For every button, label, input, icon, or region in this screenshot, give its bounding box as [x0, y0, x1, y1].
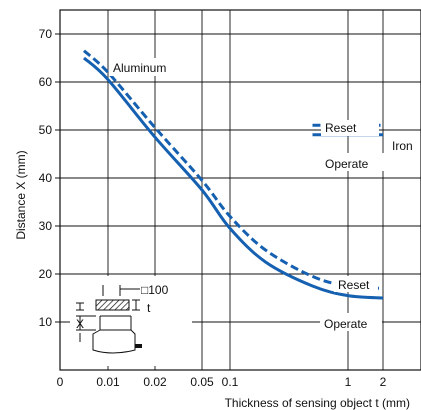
- x-tick-label: 0: [57, 375, 64, 389]
- annotation-aluminum: Aluminum: [113, 61, 166, 75]
- sensing-object-icon: [96, 300, 129, 310]
- y-tick-label: 70: [39, 27, 53, 41]
- x-tick-label: 0.1: [222, 375, 239, 389]
- x-tick-label: 2: [380, 375, 387, 389]
- label-iron-operate: Operate: [325, 157, 369, 171]
- series-layer: [84, 51, 383, 298]
- y-tick-label: 50: [39, 123, 53, 137]
- label-object-size: □100: [141, 283, 169, 297]
- x-tick-label: 0.02: [143, 375, 167, 389]
- sensing-object-diagram: □100 t X: [70, 276, 192, 366]
- x-axis-title: Thickness of sensing object t (mm): [225, 396, 410, 410]
- y-tick-label: 20: [39, 267, 53, 281]
- y-axis-ticks: 10 20 30 40 50 60 70: [39, 27, 60, 329]
- label-aluminum-operate: Operate: [324, 317, 368, 331]
- label-iron-reset: Reset: [325, 121, 357, 135]
- label-aluminum-reset: Reset: [338, 278, 370, 292]
- y-axis-title: Distance X (mm): [14, 150, 28, 239]
- y-tick-label: 10: [39, 315, 53, 329]
- annotation-iron: Iron: [392, 139, 413, 153]
- y-tick-label: 30: [39, 219, 53, 233]
- x-tick-label: 0.05: [190, 375, 214, 389]
- x-axis-ticks: 0 0.01 0.02 0.05 0.1 1 2: [57, 375, 387, 389]
- x-tick-label: 1: [345, 375, 352, 389]
- y-tick-label: 60: [39, 75, 53, 89]
- y-tick-label: 40: [39, 171, 53, 185]
- x-tick-label: 0.01: [96, 375, 120, 389]
- label-distance: X: [76, 317, 84, 331]
